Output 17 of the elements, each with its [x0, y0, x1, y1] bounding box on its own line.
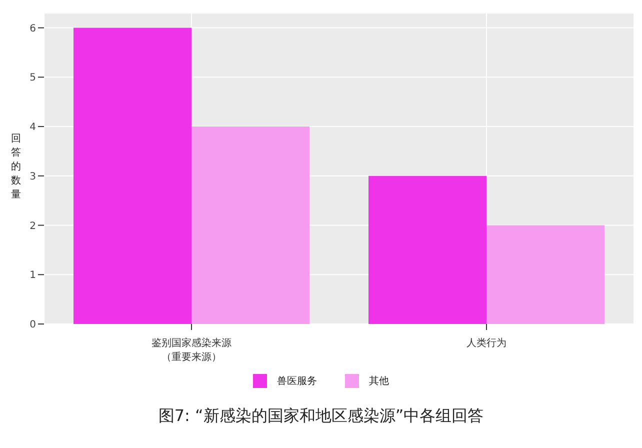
- y-tick-label: 3: [30, 171, 36, 182]
- x-tick-label: 鉴别国家感染来源（重要来源）: [152, 337, 232, 363]
- y-tick-label: 6: [30, 23, 36, 34]
- bar: [74, 28, 192, 324]
- y-tick-label: 2: [30, 220, 36, 232]
- text: 图7: “新感染的国家和地区感染源”中各组回答: [157, 406, 485, 427]
- legend-label: 其他: [368, 374, 389, 388]
- y-tick-label: 5: [30, 72, 36, 84]
- bar: [368, 176, 486, 324]
- y-tick-label: 4: [30, 122, 36, 134]
- bar: [192, 126, 310, 324]
- y-tick-label: 0: [30, 320, 36, 331]
- x-tick-label: 人类行为: [466, 337, 506, 349]
- bar: [486, 225, 604, 324]
- legend-label: 兽医服务: [276, 375, 317, 388]
- y-axis-title: 回答的数量: [11, 134, 21, 200]
- y-tick-label: 1: [30, 270, 36, 282]
